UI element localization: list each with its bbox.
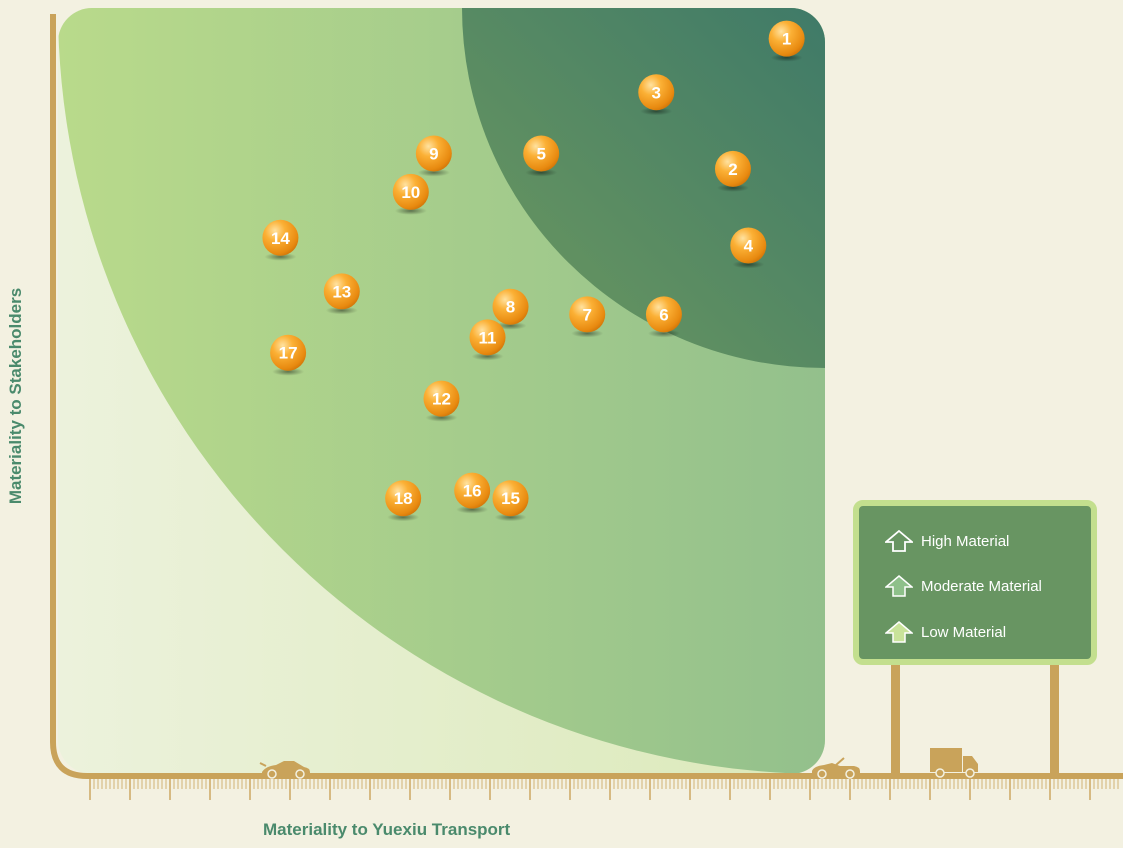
data-point-8: 8 <box>492 288 529 330</box>
point-label: 14 <box>271 229 290 248</box>
point-shadow <box>640 107 673 116</box>
point-label: 12 <box>432 390 451 409</box>
point-shadow <box>770 53 803 62</box>
data-point-11: 11 <box>469 319 506 361</box>
high-material-zone <box>462 8 825 368</box>
legend-label: Moderate Material <box>921 577 1042 595</box>
point-marker <box>523 135 560 172</box>
arrow-up-icon <box>885 621 913 643</box>
point-shadow <box>325 306 358 315</box>
point-label: 1 <box>782 30 791 49</box>
point-marker <box>270 334 307 371</box>
point-shadow <box>394 206 427 215</box>
point-label: 18 <box>394 489 413 508</box>
point-shadow <box>471 352 504 361</box>
data-point-1: 1 <box>768 20 805 62</box>
data-point-5: 5 <box>523 135 560 177</box>
axis-line <box>50 14 1123 779</box>
data-point-3: 3 <box>638 74 675 116</box>
point-marker <box>262 219 299 256</box>
point-marker <box>469 319 506 356</box>
point-marker <box>569 296 606 333</box>
point-marker <box>415 135 452 172</box>
point-marker <box>492 288 529 325</box>
point-label: 3 <box>652 83 661 102</box>
point-label: 6 <box>659 305 668 324</box>
data-point-15: 15 <box>492 480 529 522</box>
data-point-17: 17 <box>270 334 307 376</box>
point-marker <box>730 227 767 264</box>
data-point-12: 12 <box>423 380 460 422</box>
point-marker <box>423 380 460 417</box>
point-shadow <box>272 367 305 376</box>
truck-icon <box>930 748 978 778</box>
point-label: 2 <box>728 160 737 179</box>
data-point-13: 13 <box>323 273 360 315</box>
point-label: 10 <box>401 183 420 202</box>
point-marker <box>768 20 805 57</box>
point-label: 11 <box>479 328 497 347</box>
sign-post-right <box>1050 665 1059 775</box>
data-point-10: 10 <box>392 173 429 215</box>
data-point-14: 14 <box>262 219 299 261</box>
point-shadow <box>716 183 749 192</box>
point-shadow <box>494 513 527 522</box>
point-marker <box>323 273 360 310</box>
data-point-18: 18 <box>385 480 422 522</box>
arrow-up-icon <box>885 530 913 552</box>
data-point-9: 9 <box>415 135 452 177</box>
point-label: 15 <box>501 489 520 508</box>
point-shadow <box>425 413 458 422</box>
data-point-6: 6 <box>645 296 682 338</box>
point-label: 9 <box>429 145 438 164</box>
sports-car-icon <box>259 761 310 779</box>
point-marker <box>454 472 491 509</box>
point-label: 13 <box>332 282 351 301</box>
arrow-up-icon <box>885 575 913 597</box>
point-shadow <box>732 260 765 269</box>
point-shadow <box>417 168 450 177</box>
point-shadow <box>571 329 604 338</box>
convertible-car-icon <box>812 757 860 779</box>
point-shadow <box>387 513 420 522</box>
sign-post-left <box>891 665 900 775</box>
x-axis-label: Materiality to Yuexiu Transport <box>263 820 511 839</box>
legend-item-low: Low Material <box>885 621 1006 643</box>
point-label: 5 <box>536 145 545 164</box>
data-point-4: 4 <box>730 227 767 269</box>
legend-label: Low Material <box>921 623 1007 641</box>
legend-item-high: High Material <box>885 530 1009 552</box>
point-shadow <box>456 505 489 514</box>
legend-item-moderate: Moderate Material <box>885 575 1042 597</box>
point-label: 16 <box>463 482 482 501</box>
point-label: 8 <box>506 298 515 317</box>
point-shadow <box>525 168 558 177</box>
legend: High Material Moderate Material Low Mate… <box>853 500 1097 665</box>
y-axis-label: Materiality to Stakeholders <box>6 287 25 505</box>
point-marker <box>385 480 422 517</box>
point-shadow <box>264 252 297 261</box>
point-marker <box>638 74 675 111</box>
point-shadow <box>647 329 680 338</box>
data-point-2: 2 <box>714 150 751 192</box>
point-marker <box>645 296 682 333</box>
data-point-16: 16 <box>454 472 491 514</box>
point-marker <box>392 173 429 210</box>
legend-label: High Material <box>921 532 1010 550</box>
point-label: 7 <box>582 305 591 324</box>
point-marker <box>492 480 529 517</box>
ruler-ticks <box>89 779 1119 800</box>
point-label: 4 <box>744 236 754 255</box>
point-label: 17 <box>279 344 298 363</box>
point-marker <box>714 150 751 187</box>
data-point-7: 7 <box>569 296 606 338</box>
